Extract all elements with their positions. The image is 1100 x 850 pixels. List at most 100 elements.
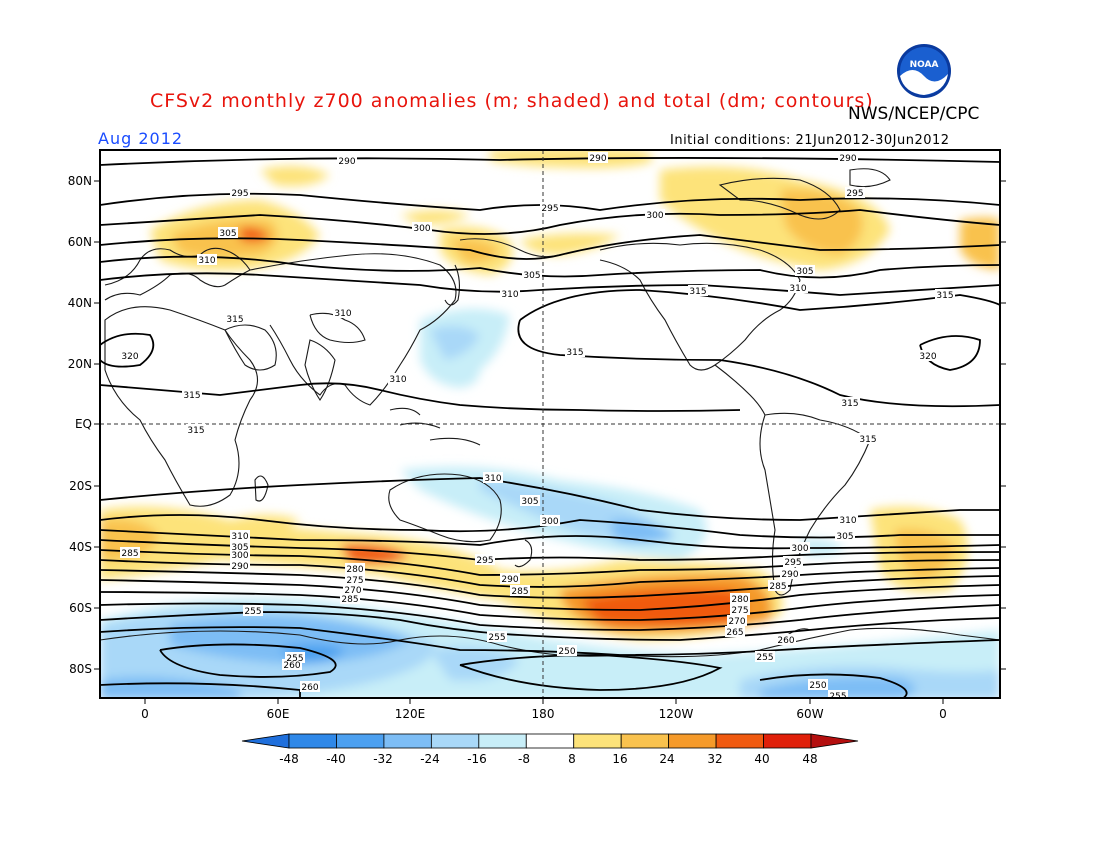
colorbar-swatch	[288, 733, 337, 749]
contour-label-320: 320	[121, 352, 138, 362]
contour-label-295: 295	[846, 189, 863, 199]
contour-label-310: 310	[231, 532, 248, 542]
contour-label-315: 315	[689, 287, 706, 297]
contour-label-265: 265	[726, 628, 743, 638]
contour-label-310: 310	[789, 284, 806, 294]
initial-conditions: Initial conditions: 21Jun2012-30Jun2012	[670, 133, 950, 148]
colorbar-label: 8	[568, 752, 576, 766]
colorbar-label: -32	[373, 752, 393, 766]
lat-label: 60S	[69, 601, 92, 615]
agency-label: NWS/NCEP/CPC	[848, 104, 980, 124]
lat-label: 40S	[69, 540, 92, 554]
lon-label: 180	[532, 707, 555, 721]
contour-label-300: 300	[231, 551, 248, 561]
contour-label-315: 315	[183, 391, 200, 401]
contour-label-260: 260	[283, 661, 300, 671]
colorbar-upper-arrow	[810, 733, 859, 749]
map-title: CFSv2 monthly z700 anomalies (m; shaded)…	[150, 90, 874, 112]
contour-label-315: 315	[226, 315, 243, 325]
contour-label-300: 300	[791, 544, 808, 554]
lat-label: 60N	[68, 235, 92, 249]
lat-label: 20N	[68, 357, 92, 371]
contour-label-315: 315	[187, 426, 204, 436]
lon-label: 60E	[267, 707, 290, 721]
contour-label-285: 285	[341, 595, 358, 605]
contour-label-255: 255	[756, 653, 773, 663]
contour-labels: 290 290 290 295 295 295 300 300 305 310 …	[120, 152, 955, 702]
colorbar-labels: -48 -40 -32 -24 -16 -8 8 16 24 32 40 48	[279, 752, 817, 766]
contour-label-315: 315	[936, 291, 953, 301]
contour-label-310: 310	[501, 290, 518, 300]
contour-label-250: 250	[558, 647, 575, 657]
lon-label: 0	[939, 707, 947, 721]
contour-label-285: 285	[121, 549, 138, 559]
contour-label-300: 300	[541, 517, 558, 527]
forecast-month: Aug 2012	[98, 129, 184, 148]
contour-label-315: 315	[841, 399, 858, 409]
longitude-labels: 0 60E 120E 180 120W 60W 0	[141, 707, 947, 721]
colorbar-swatch	[430, 733, 480, 749]
contour-label-305: 305	[836, 532, 853, 542]
contour-label-295: 295	[476, 556, 493, 566]
contour-label-255: 255	[244, 607, 261, 617]
lon-label: 120E	[395, 707, 426, 721]
colorbar-label: 16	[612, 752, 627, 766]
colorbar-label: 48	[802, 752, 817, 766]
contour-label-310: 310	[484, 474, 501, 484]
lat-label: 20S	[69, 479, 92, 493]
colorbar-swatch	[763, 733, 812, 749]
contour-label-290: 290	[589, 154, 606, 164]
lat-label: EQ	[75, 417, 92, 431]
contour-label-300: 300	[646, 211, 663, 221]
contour-label-305: 305	[796, 267, 813, 277]
contour-label-285: 285	[769, 582, 786, 592]
colorbar-swatch	[525, 733, 575, 749]
contour-label-290: 290	[231, 562, 248, 572]
reference-lines	[100, 150, 1000, 698]
colorbar-lower-arrow	[241, 733, 290, 749]
colorbar-label: -8	[518, 752, 530, 766]
lon-label: 120W	[659, 707, 694, 721]
latitude-labels: 80N 60N 40N 20N EQ 20S 40S 60S 80S	[68, 174, 92, 676]
contour-label-310: 310	[334, 309, 351, 319]
contour-label-260: 260	[301, 683, 318, 693]
contour-label-290: 290	[839, 154, 856, 164]
contour-label-310: 310	[389, 375, 406, 385]
colorbar-swatch	[715, 733, 764, 749]
contour-label-305: 305	[521, 497, 538, 507]
height-contours	[100, 157, 1000, 698]
contour-label-315: 315	[566, 348, 583, 358]
contour-label-305: 305	[231, 543, 248, 553]
colorbar-swatch	[336, 733, 385, 749]
contour-label-305: 305	[219, 229, 236, 239]
contour-label-305: 305	[523, 271, 540, 281]
lon-label: 0	[141, 707, 149, 721]
lat-label: 40N	[68, 296, 92, 310]
colorbar	[241, 733, 859, 749]
colorbar-swatch	[668, 733, 717, 749]
contour-label-280: 280	[731, 595, 748, 605]
contour-label-260: 260	[777, 636, 794, 646]
contour-label-310: 310	[198, 256, 215, 266]
colorbar-label: -40	[326, 752, 346, 766]
contour-label-255: 255	[286, 654, 303, 664]
contour-label-290: 290	[781, 570, 798, 580]
contour-label-320: 320	[919, 352, 936, 362]
contour-label-275: 275	[731, 606, 748, 616]
contour-label-310: 310	[839, 516, 856, 526]
colorbar-label: 40	[754, 752, 769, 766]
noaa-logo-text: NOAA	[910, 60, 939, 70]
contour-label-300: 300	[413, 224, 430, 234]
contour-label-290: 290	[501, 575, 518, 585]
colorbar-swatch	[478, 733, 527, 749]
contour-label-280: 280	[346, 565, 363, 575]
colorbar-label: 32	[707, 752, 722, 766]
contour-label-270: 270	[344, 586, 361, 596]
contour-label-255: 255	[488, 633, 505, 643]
colorbar-swatch	[573, 733, 622, 749]
axis-ticks	[94, 180, 1006, 704]
colorbar-swatch	[383, 733, 432, 749]
colorbar-label: -24	[420, 752, 440, 766]
contour-label-270: 270	[728, 617, 745, 627]
